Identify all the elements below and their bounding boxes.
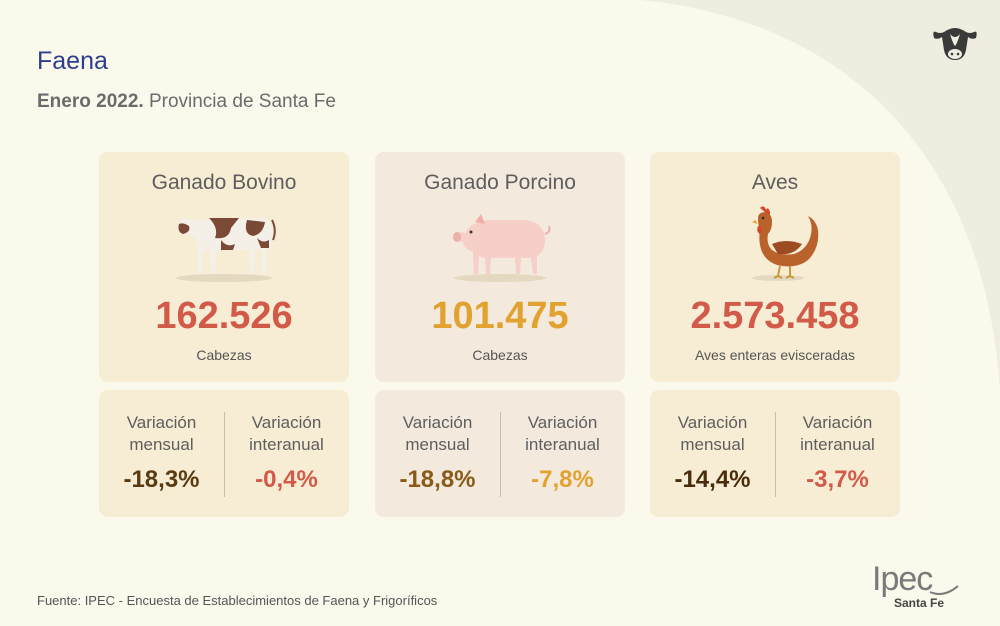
card-aves-top (650, 152, 900, 382)
card-bovino-title: Ganado Bovino (151, 171, 297, 194)
variation-monthly-label-1: Variación (402, 413, 473, 432)
card-aves-variations: Variación mensual -14,4% Variación inter… (650, 390, 900, 517)
variation-yearly-label-2: interanual (249, 435, 324, 454)
variation-divider (500, 412, 501, 497)
variation-yearly-label-2: interanual (800, 435, 875, 454)
card-aves-value: 2.573.458 (690, 295, 860, 337)
card-bovino-variations: Variación mensual -18,3% Variación inter… (99, 390, 349, 517)
variation-yearly-label-2: interanual (525, 435, 600, 454)
page-subtitle: Enero 2022. Provincia de Santa Fe (37, 91, 336, 113)
variation-monthly-label-1: Variación (677, 413, 748, 432)
subtitle-date: Enero 2022. (37, 91, 144, 112)
variation-monthly: Variación mensual -18,8% (375, 412, 500, 494)
variation-yearly: Variación interanual -7,8% (500, 412, 625, 494)
variation-yearly-value: -0,4% (255, 466, 318, 493)
variation-monthly-label-2: mensual (680, 435, 745, 454)
variation-monthly-label-2: mensual (405, 435, 470, 454)
variation-yearly: Variación interanual -3,7% (775, 412, 900, 494)
variation-yearly-label-1: Variación (527, 413, 598, 432)
variation-yearly-value: -7,8% (531, 466, 594, 493)
logo-swoosh-icon (929, 585, 959, 595)
card-bovino-unit: Cabezas (196, 347, 252, 363)
card-aves-title: Aves (751, 171, 799, 194)
variation-monthly-label-2: mensual (129, 435, 194, 454)
variation-yearly: Variación interanual -0,4% (224, 412, 349, 494)
ipec-logo: Ipec Santa Fe (866, 560, 966, 612)
card-porcino-variations: Variación mensual -18,8% Variación inter… (375, 390, 625, 517)
variation-monthly: Variación mensual -18,3% (99, 412, 224, 494)
variation-yearly-label-1: Variación (802, 413, 873, 432)
variation-monthly-label-1: Variación (126, 413, 197, 432)
variation-divider (224, 412, 225, 497)
card-aves-unit: Aves enteras evisceradas (694, 347, 856, 363)
card-porcino-top (375, 152, 625, 382)
card-bovino-top (99, 152, 349, 382)
variation-divider (775, 412, 776, 497)
variation-monthly-value: -14,4% (674, 466, 751, 493)
pig-icon (453, 214, 551, 282)
card-porcino-value: 101.475 (431, 295, 569, 337)
cow-icon (176, 218, 276, 282)
variation-yearly-value: -3,7% (806, 466, 869, 493)
card-porcino-title: Ganado Porcino (424, 171, 576, 194)
chicken-icon (752, 206, 819, 281)
source-note: Fuente: IPEC - Encuesta de Establecimien… (37, 593, 438, 608)
logo-sub-text: Santa Fe (894, 596, 945, 610)
page-title: Faena (37, 47, 108, 75)
variation-yearly-label-1: Variación (251, 413, 322, 432)
cow-head-icon (933, 28, 977, 60)
variation-monthly: Variación mensual -14,4% (650, 412, 775, 494)
logo-main-text: Ipec (872, 560, 933, 598)
card-bovino-value: 162.526 (155, 295, 293, 337)
subtitle-region: Provincia de Santa Fe (143, 91, 336, 112)
card-porcino-unit: Cabezas (472, 347, 528, 363)
variation-monthly-value: -18,3% (123, 466, 200, 493)
variation-monthly-value: -18,8% (399, 466, 476, 493)
